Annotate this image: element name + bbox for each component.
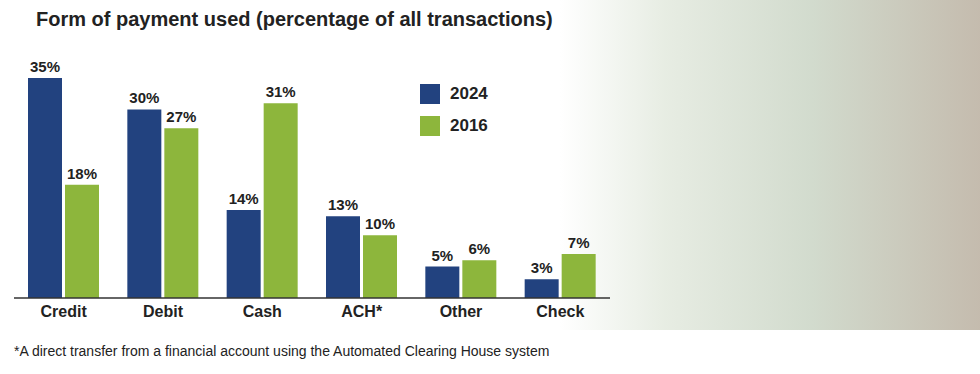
svg-text:27%: 27% — [166, 108, 196, 125]
html-text:2016: 2016 — [450, 116, 488, 135]
svg-text:30%: 30% — [129, 89, 159, 106]
svg-text:35%: 35% — [30, 58, 60, 75]
svg-text:Debit: Debit — [143, 303, 184, 320]
html-text:*A direct transfer from a fina: *A direct transfer from a financial acco… — [14, 343, 550, 359]
svg-text:3%: 3% — [531, 259, 553, 276]
html-text:2024: 2024 — [450, 84, 488, 103]
svg-text:Credit: Credit — [41, 303, 88, 320]
svg-text:6%: 6% — [468, 240, 490, 257]
svg-text:31%: 31% — [266, 83, 296, 100]
svg-text:10%: 10% — [365, 215, 395, 232]
svg-text:ACH*: ACH* — [341, 303, 383, 320]
svg-text:18%: 18% — [67, 165, 97, 182]
svg-text:13%: 13% — [328, 196, 358, 213]
svg-text:Check: Check — [536, 303, 584, 320]
html-text:Form of payment used (percenta: Form of payment used (percentage of all … — [36, 8, 553, 30]
svg-text:Other: Other — [440, 303, 483, 320]
svg-text:5%: 5% — [431, 247, 453, 264]
svg-text:Cash: Cash — [243, 303, 282, 320]
svg-text:14%: 14% — [229, 190, 259, 207]
svg-text:7%: 7% — [568, 234, 590, 251]
